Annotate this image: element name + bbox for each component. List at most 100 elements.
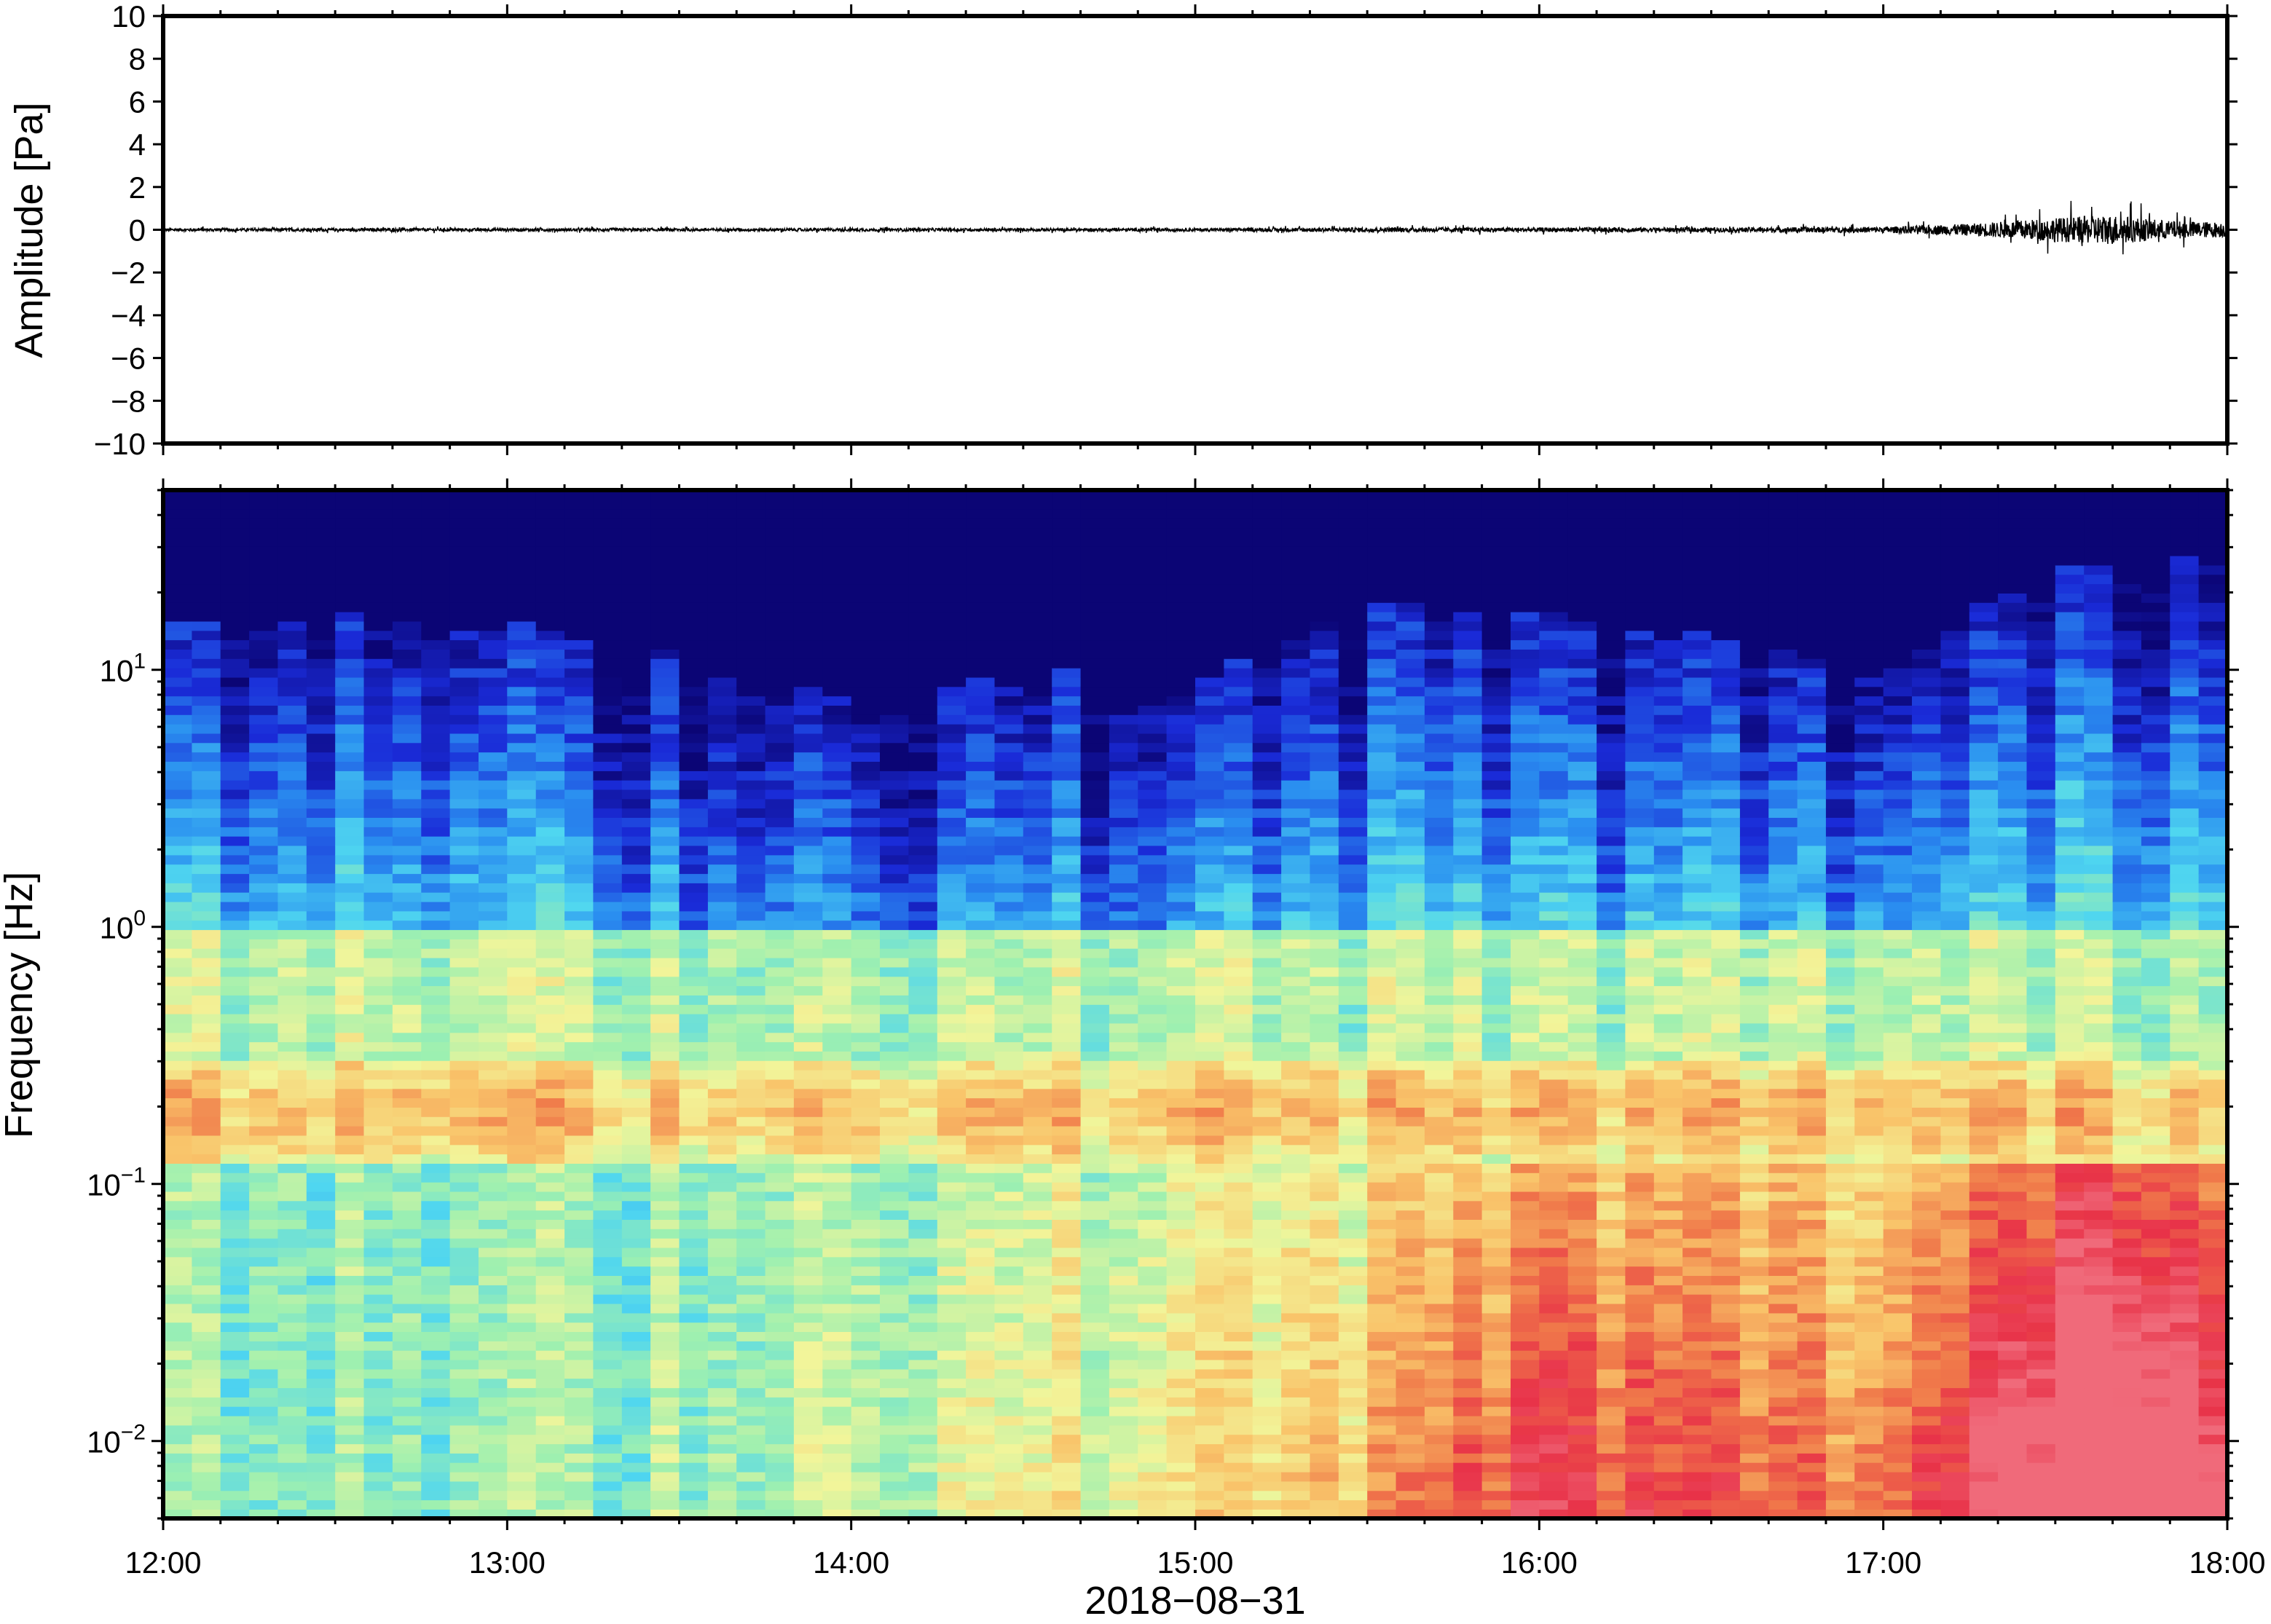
spectrogram-cell <box>937 827 967 837</box>
spectrogram-cell <box>564 1004 594 1014</box>
spectrogram-cell <box>880 1069 910 1080</box>
spectrogram-cell <box>736 1004 766 1014</box>
spectrogram-cell <box>765 1004 795 1014</box>
spectrogram-cell <box>908 1434 938 1445</box>
spectrogram-cell <box>220 1312 250 1323</box>
spectrogram-cell <box>249 508 279 519</box>
spectrogram-cell <box>736 1172 766 1183</box>
spectrogram-cell <box>1023 1453 1052 1463</box>
spectrogram-cell <box>1224 1191 1253 1202</box>
spectrogram-cell <box>1310 1116 1339 1127</box>
spectrogram-cell <box>1138 1051 1168 1061</box>
spectrogram-cell <box>966 574 996 585</box>
spectrogram-cell <box>994 985 1024 996</box>
spectrogram-cell <box>880 714 910 725</box>
spectrogram-cell <box>593 1312 623 1323</box>
spectrogram-cell <box>220 1163 250 1173</box>
spectrogram-cell <box>535 499 565 510</box>
spectrogram-cell <box>1080 817 1110 827</box>
spectrogram-cell <box>1166 779 1196 790</box>
spectrogram-cell <box>535 995 565 1005</box>
spectrogram-cell <box>1080 677 1110 687</box>
spectrogram-cell <box>793 1285 824 1295</box>
spectrogram-cell <box>822 1359 852 1370</box>
spectrogram-cell <box>851 1490 881 1501</box>
spectrogram-cell <box>793 1481 824 1491</box>
spectrogram-cell <box>679 1490 709 1501</box>
spectrogram-cell <box>1281 593 1311 603</box>
spectrogram-cell <box>1195 1509 1225 1518</box>
spectrogram-cell <box>535 761 565 771</box>
spectrogram-cell <box>1310 1210 1339 1220</box>
spectrogram-cell <box>851 948 881 958</box>
spectrogram-cell <box>192 583 221 594</box>
spectrogram-cell <box>479 1107 508 1117</box>
spectrogram-cell <box>937 752 967 762</box>
spectrogram-cell <box>1166 555 1196 566</box>
spectrogram-cell <box>1338 817 1368 827</box>
spectrogram-cell <box>1310 695 1339 706</box>
spectrogram-cell <box>966 527 996 537</box>
spectrogram-cell <box>564 798 594 809</box>
spectrogram-cell <box>908 798 938 809</box>
spectrogram-cell <box>306 1154 336 1164</box>
spectrogram-cell <box>1338 1368 1368 1379</box>
spectrogram-cell <box>1224 733 1253 744</box>
spectrogram-cell <box>679 976 709 987</box>
spectrogram-cell <box>363 1443 393 1454</box>
spectrogram-cell <box>1252 1181 1282 1192</box>
spectrogram-cell <box>1310 752 1339 762</box>
spectrogram-cell <box>306 789 336 800</box>
spectrogram-cell <box>937 1266 967 1276</box>
spectrogram-cell <box>1281 1219 1311 1229</box>
spectrogram-cell <box>1281 1051 1311 1061</box>
spectrogram-cell <box>1109 602 1139 612</box>
spectrogram-cell <box>1338 1266 1368 1276</box>
spectrogram-cell <box>1109 1181 1139 1192</box>
spectrogram-cell <box>1138 1415 1168 1426</box>
spectrogram-cell <box>736 1247 766 1258</box>
spectrogram-cell <box>535 686 565 697</box>
spectrogram-cell <box>679 705 709 715</box>
spectrogram-cell <box>822 827 852 837</box>
spectrogram-cell <box>880 677 910 687</box>
spectrogram-cell <box>1338 1107 1368 1117</box>
spectrogram-cell <box>1052 1219 1082 1229</box>
spectrogram-cell <box>1338 1097 1368 1108</box>
spectrogram-cell <box>937 1481 967 1491</box>
spectrogram-cell <box>765 761 795 771</box>
spectrogram-cell <box>822 910 852 921</box>
spectrogram-cell <box>1252 1163 1282 1173</box>
spectrogram-cell <box>765 555 795 566</box>
spectrogram-cell <box>1338 1060 1368 1071</box>
spectrogram-cell <box>449 1032 479 1043</box>
spectrogram-cell <box>765 527 795 537</box>
spectrogram-cell <box>650 845 680 856</box>
spectrogram-cell <box>479 845 508 856</box>
spectrogram-cell <box>163 752 193 762</box>
spectrogram-cell <box>1281 827 1311 837</box>
spectrogram-cell <box>736 854 766 865</box>
spectrogram-cell <box>163 527 193 537</box>
spectrogram-cell <box>1338 1434 1368 1445</box>
spectrogram-cell <box>163 808 193 818</box>
spectrogram-cell <box>306 985 336 996</box>
spectrogram-cell <box>1224 995 1253 1005</box>
spectrogram-cell <box>650 1229 680 1239</box>
spectrogram-cell <box>1281 1097 1311 1108</box>
spectrogram-cell <box>421 649 451 659</box>
spectrogram-cell <box>621 798 651 809</box>
spectrogram-cell <box>994 948 1024 958</box>
spectrogram-cell <box>679 1424 709 1435</box>
spectrogram-cell <box>306 854 336 865</box>
spectrogram-cell <box>966 817 996 827</box>
spectrogram-cell <box>363 686 393 697</box>
spectrogram-cell <box>335 1116 365 1127</box>
spectrogram-cell <box>1052 948 1082 958</box>
spectrogram-cell <box>593 1004 623 1014</box>
spectrogram-cell <box>994 1285 1024 1295</box>
spectrogram-cell <box>249 1181 279 1192</box>
spectrogram-cell <box>707 649 738 659</box>
spectrogram-cell <box>249 490 279 500</box>
spectrogram-cell <box>822 742 852 753</box>
